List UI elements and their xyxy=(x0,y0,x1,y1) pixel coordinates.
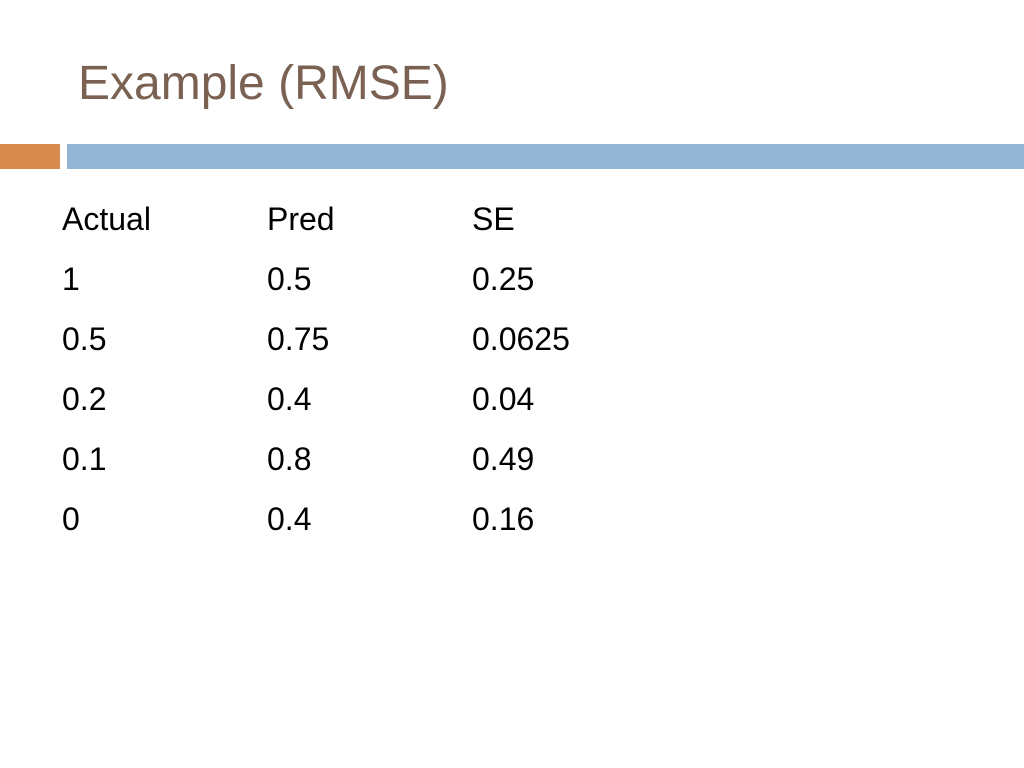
table-row: 1 0.5 0.25 xyxy=(62,249,672,309)
cell-pred: 0.8 xyxy=(267,441,312,477)
table-row: 0.2 0.4 0.04 xyxy=(62,369,672,429)
table-row: 0.1 0.8 0.49 xyxy=(62,429,672,489)
header-se: SE xyxy=(472,201,515,237)
header-pred: Pred xyxy=(267,201,335,237)
cell-se: 0.0625 xyxy=(472,321,570,357)
cell-se: 0.16 xyxy=(472,501,535,537)
table-header-row: Actual Pred SE xyxy=(62,189,672,249)
table-row: 0 0.4 0.16 xyxy=(62,489,672,549)
cell-pred: 0.75 xyxy=(267,321,330,357)
cell-pred: 0.4 xyxy=(267,381,312,417)
cell-actual: 1 xyxy=(62,261,80,297)
cell-se: 0.04 xyxy=(472,381,535,417)
cell-actual: 0.5 xyxy=(62,321,107,357)
cell-pred: 0.5 xyxy=(267,261,312,297)
accent-bar-blue xyxy=(67,144,1024,169)
cell-actual: 0.2 xyxy=(62,381,107,417)
cell-se: 0.49 xyxy=(472,441,535,477)
cell-pred: 0.4 xyxy=(267,501,312,537)
header-actual: Actual xyxy=(62,201,151,237)
cell-actual: 0 xyxy=(62,501,80,537)
cell-actual: 0.1 xyxy=(62,441,107,477)
accent-bar-orange xyxy=(0,144,60,169)
slide-title: Example (RMSE) xyxy=(78,57,449,110)
table-row: 0.5 0.75 0.0625 xyxy=(62,309,672,369)
cell-se: 0.25 xyxy=(472,261,535,297)
data-table: Actual Pred SE 1 0.5 0.25 0.5 0.75 0.062… xyxy=(62,189,672,549)
